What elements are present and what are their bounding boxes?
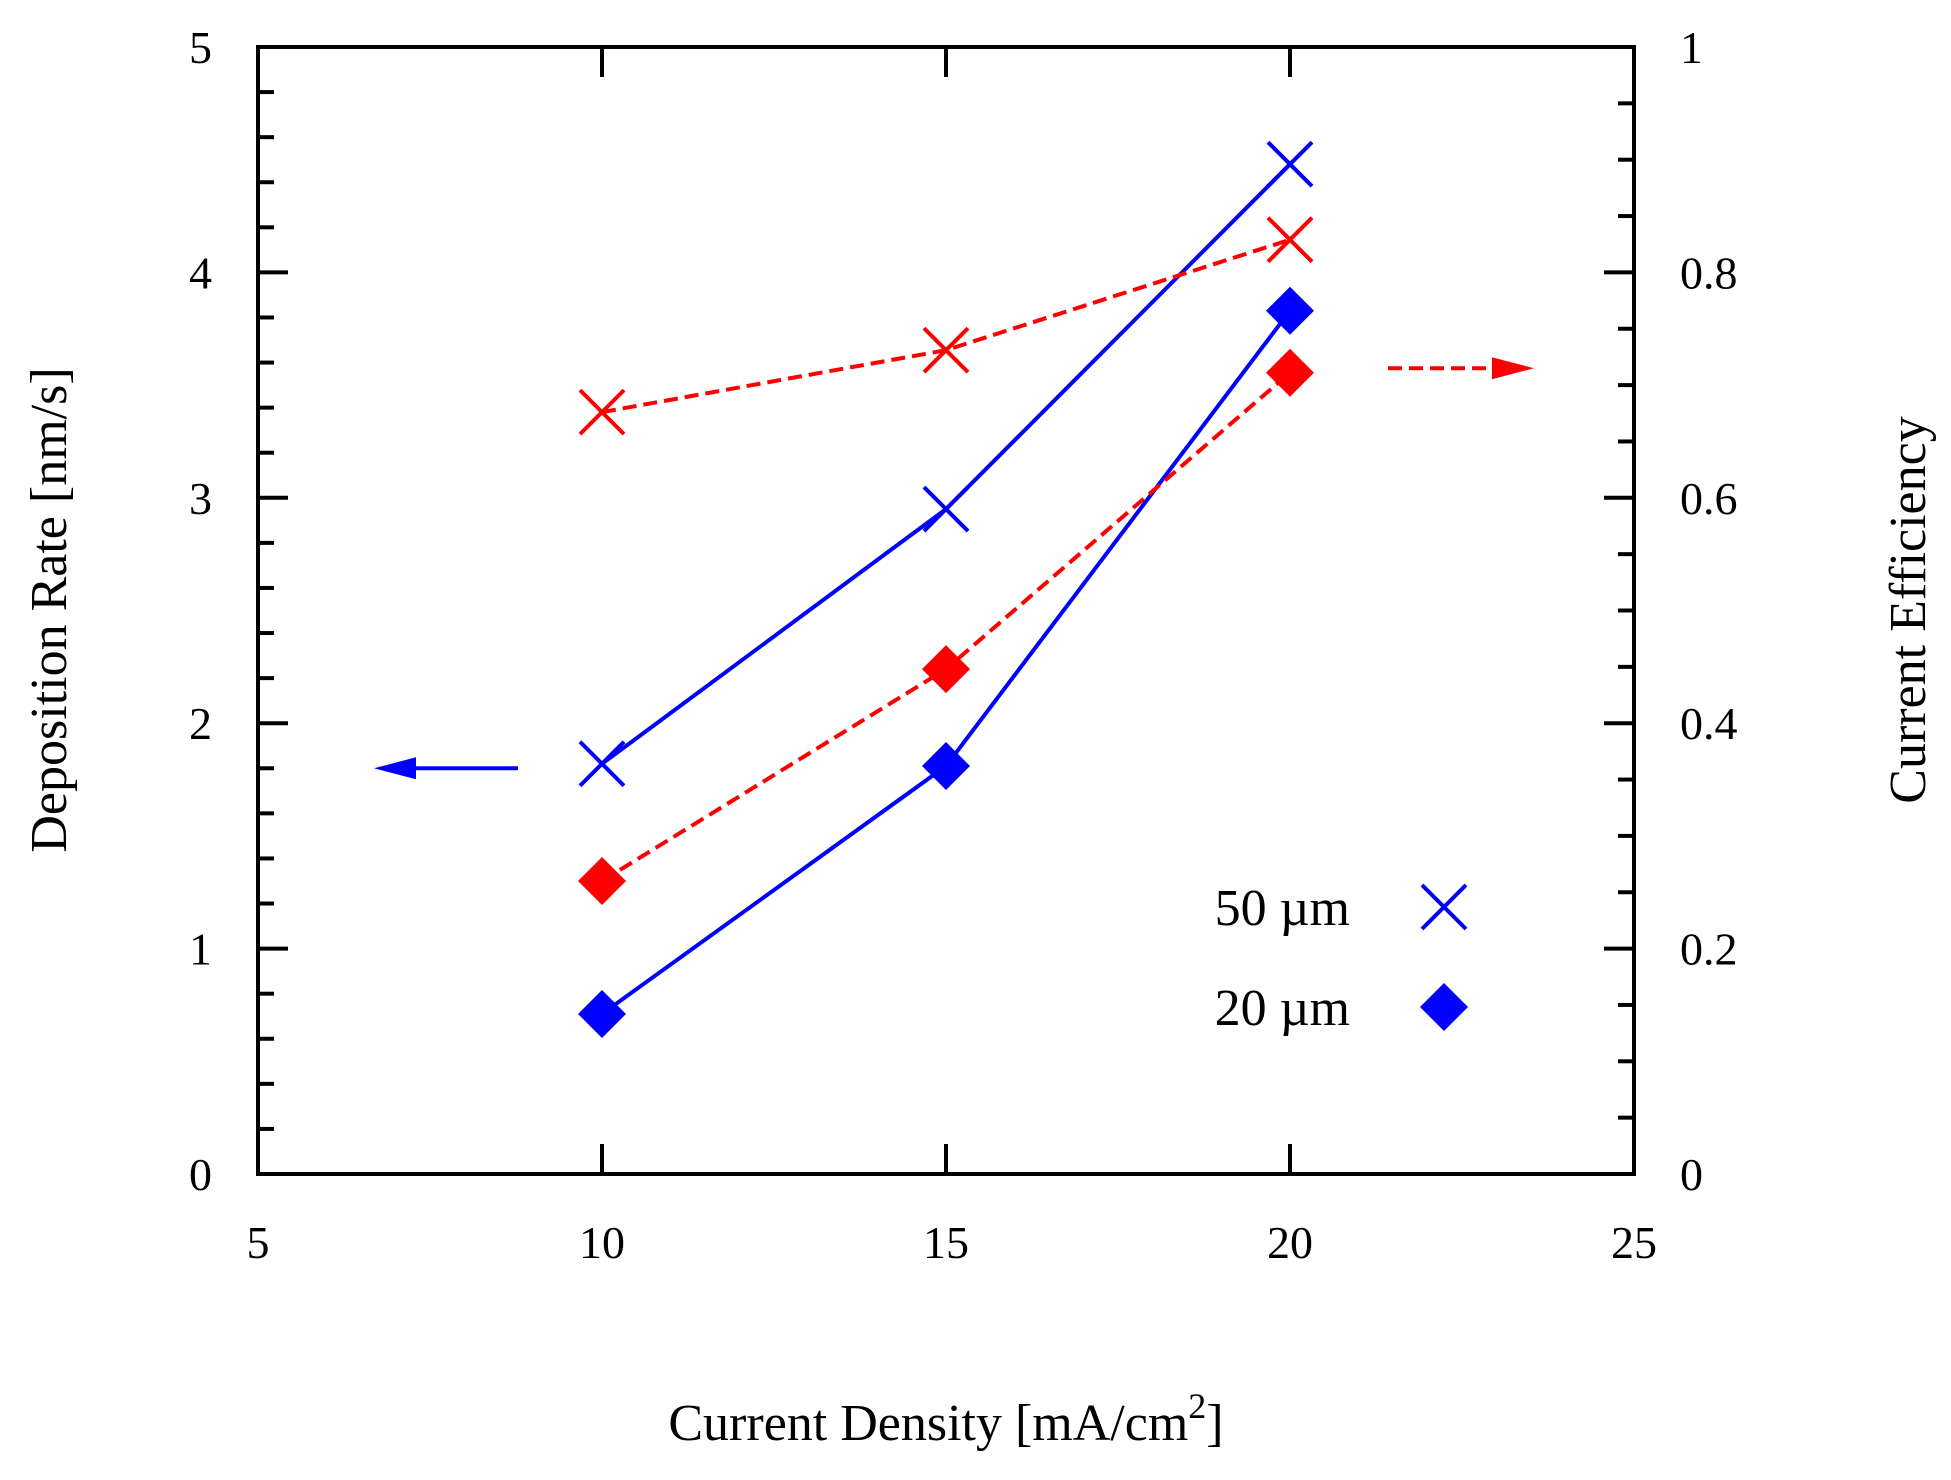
y2-tick-label: 1 bbox=[1680, 22, 1703, 73]
data-point-cross bbox=[1266, 216, 1314, 264]
x-tick-label: 5 bbox=[247, 1217, 270, 1268]
y-tick-label: 5 bbox=[189, 22, 212, 73]
legend: 50 µm 20 µm bbox=[1215, 880, 1468, 1037]
x-axis-title-superscript: 2 bbox=[1188, 1386, 1206, 1426]
marker-cross-stroke bbox=[922, 485, 970, 533]
right-axis-arrow-head bbox=[1492, 357, 1534, 380]
y-tick-label: 3 bbox=[189, 473, 212, 524]
left-axis-arrow-head bbox=[374, 757, 416, 780]
marker-cross-stroke bbox=[578, 388, 626, 436]
legend-marker-diamond bbox=[1420, 983, 1468, 1031]
data-point-diamond bbox=[922, 742, 970, 791]
y2-tick-label: 0 bbox=[1680, 1149, 1703, 1200]
x-axis-title: Current Density [mA/cm2] bbox=[668, 1386, 1223, 1452]
data-point-diamond bbox=[922, 645, 970, 694]
marker-cross-stroke bbox=[1266, 216, 1314, 264]
data-point-cross bbox=[578, 740, 626, 788]
y-axis-title: Deposition Rate [nm/s] bbox=[21, 367, 78, 852]
x-axis-title-close: ] bbox=[1206, 1395, 1223, 1452]
ticks-layer bbox=[256, 45, 1636, 1176]
legend-label: 50 µm bbox=[1215, 880, 1350, 937]
data-point-cross bbox=[578, 388, 626, 436]
marker-cross-stroke bbox=[578, 740, 626, 788]
legend-marker-cross bbox=[1420, 883, 1468, 931]
x-tick-label: 25 bbox=[1611, 1217, 1657, 1268]
data-point-diamond bbox=[1266, 286, 1314, 335]
data-point-cross bbox=[922, 326, 970, 374]
y2-tick-label: 0.6 bbox=[1680, 473, 1738, 524]
data-point-cross bbox=[1266, 140, 1314, 188]
y-tick-label: 2 bbox=[189, 698, 212, 749]
y2-tick-label: 0.4 bbox=[1680, 698, 1738, 749]
x-tick-label: 15 bbox=[923, 1217, 969, 1268]
plot-frame bbox=[256, 45, 1636, 1176]
y2-tick-label: 0.2 bbox=[1680, 924, 1738, 975]
y-tick-label: 0 bbox=[189, 1149, 212, 1200]
x-tick-label: 20 bbox=[1267, 1217, 1313, 1268]
x-tick-label: 10 bbox=[579, 1217, 625, 1268]
y-tick-label: 1 bbox=[189, 924, 212, 975]
data-point-cross bbox=[922, 485, 970, 533]
series-layer bbox=[578, 140, 1314, 1038]
legend-label: 20 µm bbox=[1215, 980, 1350, 1037]
marker-cross-stroke bbox=[1420, 883, 1468, 931]
x-axis-title-main: Current Density [mA/cm bbox=[668, 1395, 1188, 1452]
y2-axis-title: Current Efficiency bbox=[1880, 416, 1937, 803]
data-point-diamond bbox=[1266, 348, 1314, 397]
data-point-diamond bbox=[578, 989, 626, 1038]
marker-cross-stroke bbox=[1266, 140, 1314, 188]
annotation-layer bbox=[374, 357, 1534, 780]
data-point-diamond bbox=[578, 856, 626, 905]
marker-cross-stroke bbox=[922, 326, 970, 374]
y-tick-label: 4 bbox=[189, 247, 212, 298]
y2-tick-label: 0.8 bbox=[1680, 247, 1738, 298]
